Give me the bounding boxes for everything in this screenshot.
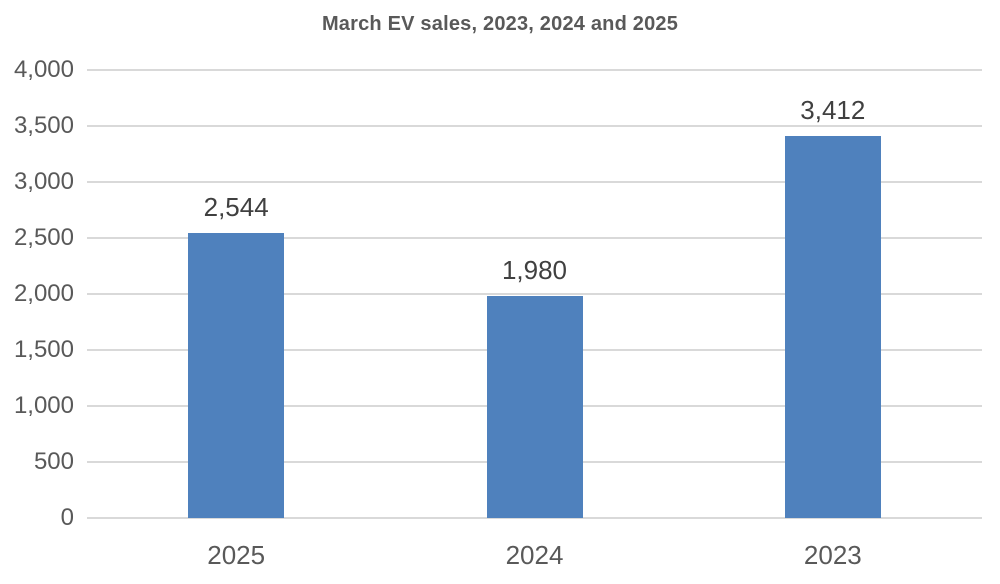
bar-2024: [486, 296, 583, 518]
gridline-y-4,000: [87, 69, 982, 71]
bar-value-label-2025: 2,544: [203, 192, 269, 223]
bar-value-label-2024: 1,980: [501, 255, 568, 286]
gridline-y-2,500: [87, 237, 982, 239]
y-axis-tick-label: 1,500: [13, 336, 74, 363]
gridline-y-0: [87, 517, 982, 519]
y-axis-tick-label: 3,500: [13, 112, 74, 139]
y-axis-tick-label: 4,000: [13, 56, 74, 83]
bar-2023: [784, 135, 881, 518]
x-axis-tick-label-2024: 2024: [505, 540, 564, 570]
y-axis-tick-label: 1,000: [13, 392, 74, 419]
x-axis-tick-label-2023: 2023: [803, 540, 862, 570]
y-axis-tick-label: 2,500: [13, 224, 74, 251]
y-axis-tick-label: 3,000: [13, 168, 74, 195]
x-axis-tick-label-2025: 2025: [207, 540, 266, 570]
chart-title: March EV sales, 2023, 2024 and 2025: [321, 13, 679, 35]
gridline-y-3,500: [87, 125, 982, 127]
y-axis-tick-label: 500: [33, 448, 74, 475]
bar-2025: [188, 233, 285, 518]
gridline-y-3,000: [87, 181, 982, 183]
y-axis-tick-label: 0: [60, 504, 74, 531]
y-axis-tick-label: 2,000: [13, 280, 74, 307]
bar-value-label-2023: 3,412: [800, 94, 866, 125]
gridline-y-2,000: [87, 293, 982, 295]
